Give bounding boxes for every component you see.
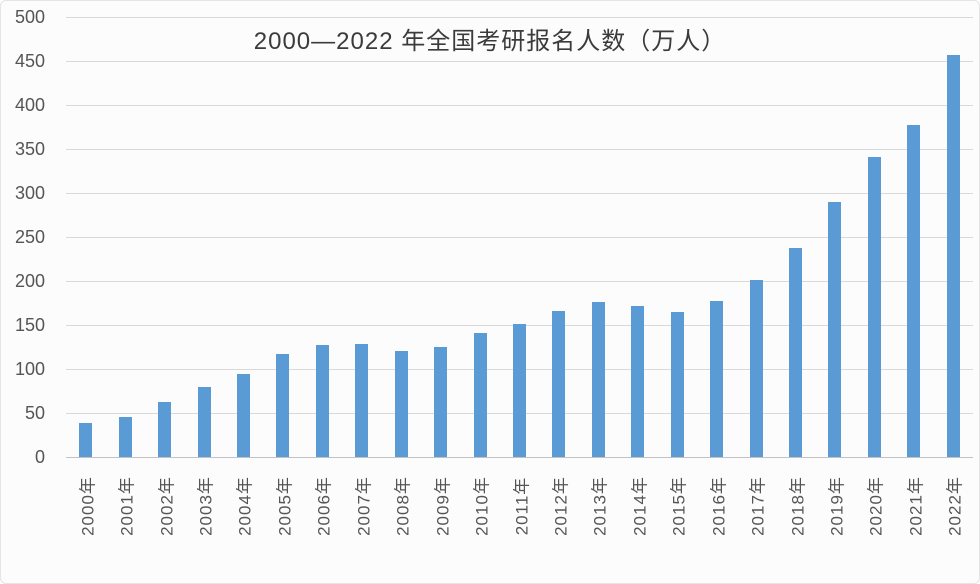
y-tick-label: 150 bbox=[14, 315, 45, 335]
y-tick-label: 500 bbox=[14, 7, 45, 27]
bar-2014年 bbox=[631, 305, 645, 457]
y-tick-label: 350 bbox=[14, 139, 45, 159]
bar-2001年 bbox=[118, 416, 132, 457]
x-axis-baseline bbox=[66, 457, 973, 458]
bar-2004年 bbox=[236, 373, 250, 457]
x-tick-label: 2015年 bbox=[669, 476, 689, 536]
x-tick-label: 2021年 bbox=[906, 476, 926, 536]
x-tick-label: 2006年 bbox=[314, 476, 334, 536]
x-tick-label: 2004年 bbox=[235, 476, 255, 536]
x-tick-label: 2003年 bbox=[196, 476, 216, 536]
x-tick-label: 2011年 bbox=[512, 476, 531, 536]
x-tick-label: 2005年 bbox=[275, 476, 295, 536]
gridline bbox=[66, 105, 973, 106]
y-tick-label: 0 bbox=[34, 447, 45, 467]
gridline bbox=[66, 61, 973, 62]
bar-2007年 bbox=[355, 344, 369, 457]
x-tick-label: 2001年 bbox=[117, 476, 137, 536]
y-tick-label: 250 bbox=[14, 227, 45, 247]
gridline bbox=[66, 149, 973, 150]
y-tick-label: 300 bbox=[14, 183, 45, 203]
bar-2013年 bbox=[591, 302, 605, 457]
bar-2021年 bbox=[907, 125, 921, 457]
x-tick-label: 2002年 bbox=[157, 476, 177, 536]
bar-2010年 bbox=[473, 333, 487, 457]
bar-2015年 bbox=[670, 311, 684, 457]
y-tick-label: 200 bbox=[14, 271, 45, 291]
gridline bbox=[66, 193, 973, 194]
bar-2006年 bbox=[315, 345, 329, 457]
x-tick-label: 2014年 bbox=[630, 476, 650, 536]
bar-2019年 bbox=[828, 201, 842, 457]
x-tick-label: 2008年 bbox=[393, 476, 413, 536]
gridline bbox=[66, 17, 973, 18]
y-tick-label: 400 bbox=[14, 95, 45, 115]
x-tick-label: 2018年 bbox=[788, 476, 808, 536]
bar-2008年 bbox=[394, 351, 408, 457]
chart-title: 2000—2022 年全国考研报名人数（万人） bbox=[253, 28, 727, 55]
x-tick-label: 2020年 bbox=[866, 476, 886, 536]
x-tick-label: 2019年 bbox=[827, 476, 847, 536]
x-tick-label: 2012年 bbox=[551, 476, 571, 536]
bar-2003年 bbox=[197, 386, 211, 457]
bar-2005年 bbox=[276, 353, 290, 457]
plot-area bbox=[66, 17, 973, 458]
x-tick-label: 2013年 bbox=[590, 476, 610, 536]
bar-2000年 bbox=[79, 422, 93, 457]
x-tick-label: 2000年 bbox=[78, 476, 98, 536]
x-tick-label: 2007年 bbox=[354, 476, 374, 536]
bar-2022年 bbox=[946, 54, 960, 457]
bar-2011年 bbox=[513, 324, 526, 457]
y-tick-label: 100 bbox=[14, 359, 45, 379]
bar-2020年 bbox=[867, 156, 881, 457]
x-tick-label: 2017年 bbox=[748, 476, 768, 536]
y-tick-label: 50 bbox=[24, 403, 45, 423]
bar-2009年 bbox=[434, 347, 448, 457]
y-tick-label: 450 bbox=[14, 51, 45, 71]
bar-2017年 bbox=[749, 280, 763, 457]
x-tick-label: 2016年 bbox=[709, 476, 729, 536]
x-tick-label: 2010年 bbox=[472, 476, 492, 536]
bar-2002年 bbox=[158, 402, 172, 457]
bar-2018年 bbox=[789, 247, 803, 457]
gridline bbox=[66, 281, 973, 282]
gridline bbox=[66, 237, 973, 238]
x-tick-label: 2022年 bbox=[945, 476, 965, 536]
bar-2012年 bbox=[552, 311, 566, 457]
x-tick-label: 2009年 bbox=[433, 476, 453, 536]
bar-2016年 bbox=[710, 301, 724, 457]
